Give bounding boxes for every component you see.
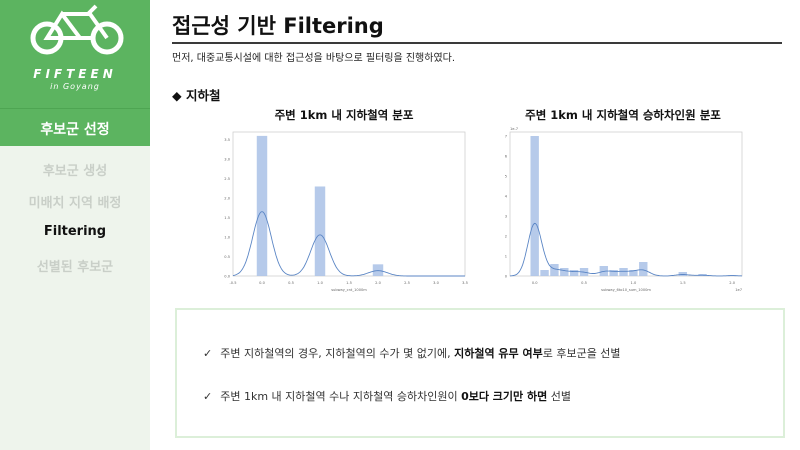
plot-frame [232,131,466,277]
y-tick-label: 1 [505,254,507,258]
y-exponent-label: 1e-7 [510,127,518,131]
nav-item-unassigned-area[interactable]: 미배치 지역 배정 [28,196,122,211]
y-tick-label: 3.0 [224,158,230,162]
x-tick-label: 0.5 [288,281,294,285]
x-tick-label: 1.5 [680,281,686,285]
histogram-bar [609,270,618,276]
histogram-bar [530,136,539,276]
y-tick-label: 3 [505,214,507,218]
logo-text: FIFTEEN [33,67,117,81]
check-icon: ✓ [203,390,213,403]
histogram-bar [256,135,268,276]
y-tick-label: 1.5 [224,216,230,220]
kde-line [509,222,743,277]
histogram-bar [560,268,569,276]
x-exponent-label: 1e7 [735,288,742,292]
y-tick-label: 1.0 [224,235,230,239]
bicycle-logo-icon [30,4,124,55]
y-tick-label: 2 [505,234,507,238]
note-line-2: ✓ 주변 1km 내 지하철역 수나 지하철역 승하차인원이 0보다 크기만 하면… [203,390,571,403]
subway-ridership-histogram: 0.0 0.5 1.0 1.5 2.0 0 1 2 3 4 5 6 7 subway_6to10_sum_… [505,127,743,292]
x-tick-label: -0.5 [229,281,236,285]
y-tick-label: 7 [505,134,507,138]
y-tick-label: 6 [505,154,508,158]
plot-frame [509,131,743,277]
notes-box: ✓ 주변 지하철역의 경우, 지하철역의 수가 몇 없기에, 지하철역 유무 여부… [175,308,785,438]
x-axis-label: subway_6to10_sum_1000m [601,288,651,292]
x-tick-label: 2.5 [404,281,410,285]
kde-line [232,211,465,277]
page-title: 접근성 기반 Filtering [172,14,384,38]
subway-count-histogram: -0.5 0.0 0.5 1.0 1.5 2.0 2.5 3.0 3.5 0.0 0.5 1.0 1.5… [224,131,468,292]
histogram-bar [639,262,648,276]
y-tick-label: 3.5 [224,138,230,142]
y-tick-label: 0.5 [224,255,230,259]
y-tick-label: 2.5 [224,177,230,181]
x-tick-label: 3.0 [433,281,439,285]
histogram-bar [678,272,687,276]
y-tick-label: 0.0 [224,274,230,278]
check-icon: ✓ [203,347,213,360]
x-tick-label: 0.5 [581,281,587,285]
x-tick-label: 1.0 [631,281,637,285]
logo-subtext: in Goyang [50,82,100,91]
x-tick-label: 3.5 [462,281,468,285]
x-tick-label: 1.0 [317,281,323,285]
chart-left-title: 주변 1km 내 지하철역 분포 [274,108,414,122]
section-label: 후보군 선정 [40,122,110,138]
x-tick-label: 0.0 [259,281,265,285]
histogram-bar [569,270,579,276]
x-tick-label: 0.0 [532,281,538,285]
x-tick-label: 2.0 [375,281,381,285]
nav-item-selected-candidates[interactable]: 선별된 후보군 [36,260,114,275]
x-axis-label: subway_cnt_1000m [331,288,367,292]
section-header: 후보군 선정 [0,108,150,146]
nav-item-candidate-generation[interactable]: 후보군 생성 [42,164,108,179]
page-subtitle: 먼저, 대중교통시설에 대한 접근성을 바탕으로 필터링을 진행하였다. [172,53,456,64]
x-tick-label: 1.5 [346,281,352,285]
nav-item-filtering[interactable]: Filtering [43,224,107,239]
y-tick-label: 5 [505,174,507,178]
histogram-bar [314,186,326,276]
logo-block: FIFTEEN in Goyang [0,0,150,108]
histogram-bar [540,270,549,276]
x-tick-label: 2.0 [729,281,735,285]
sidebar: FIFTEEN in Goyang 후보군 선정 후보군 생성 미배치 지역 배… [0,0,150,450]
histogram-bar [629,270,638,276]
y-tick-label: 4 [505,194,508,198]
note-line-1: ✓ 주변 지하철역의 경우, 지하철역의 수가 몇 없기에, 지하철역 유무 여부… [203,347,621,360]
y-tick-label: 2.0 [224,196,230,200]
y-tick-label: 0 [505,274,508,278]
subway-heading: ◆ 지하철 [172,88,221,103]
histogram-bar [550,264,559,276]
histogram-bar [619,268,628,276]
chart-right-title: 주변 1km 내 지하철역 승하차인원 분포 [525,108,721,122]
title-divider [172,42,782,44]
